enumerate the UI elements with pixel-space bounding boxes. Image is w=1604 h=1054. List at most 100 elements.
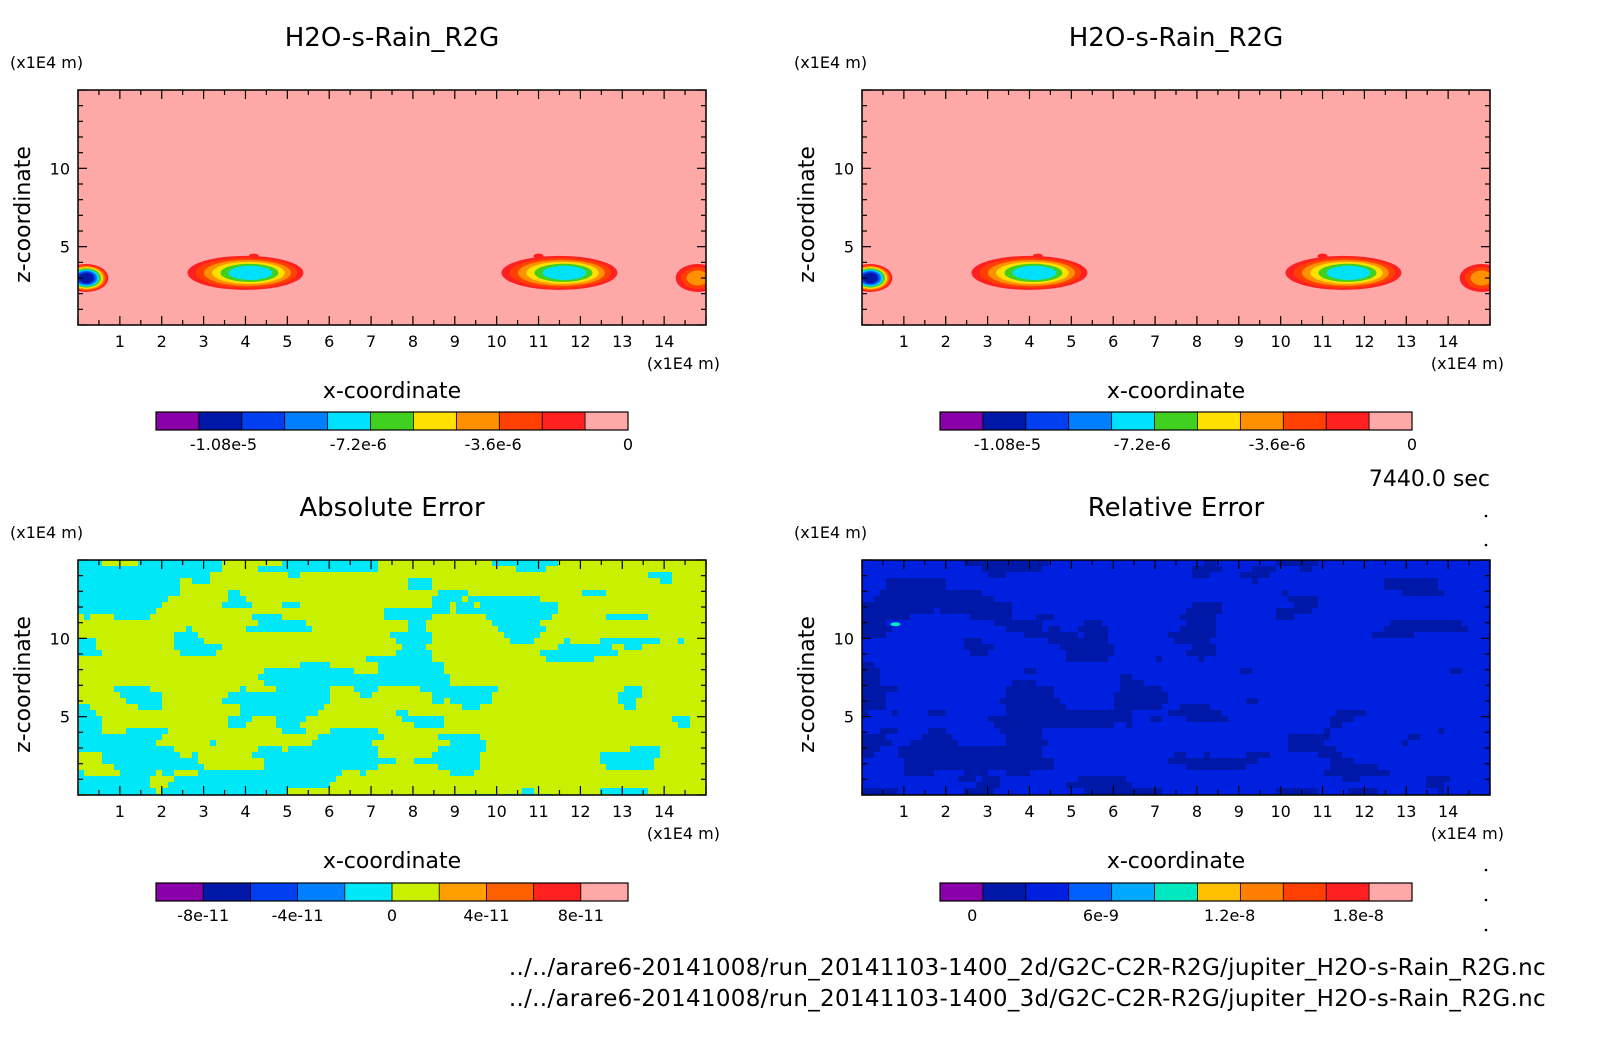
- error-patch: [1186, 620, 1216, 626]
- error-patch: [910, 740, 958, 746]
- error-patch: [1402, 590, 1444, 596]
- error-patch: [1114, 704, 1162, 710]
- error-patch: [1288, 734, 1330, 740]
- error-patch: [660, 578, 672, 584]
- error-patch: [408, 626, 426, 632]
- x-tick-label: 1: [899, 332, 909, 351]
- error-patch: [288, 746, 378, 752]
- error-patch: [1246, 698, 1258, 704]
- x-axis-label: x-coordinate: [323, 379, 461, 404]
- x-tick-label: 14: [654, 332, 674, 351]
- x-tick-label: 4: [240, 802, 250, 821]
- error-patch: [1186, 650, 1216, 656]
- error-patch: [988, 716, 1132, 722]
- x-tick-label: 10: [1270, 332, 1290, 351]
- error-patch: [976, 782, 1000, 788]
- error-patch: [228, 716, 252, 722]
- y-axis-label: z-coordinate: [795, 146, 820, 283]
- error-patch: [1048, 626, 1060, 632]
- error-patch: [492, 620, 540, 626]
- error-patch: [402, 644, 426, 650]
- x-tick-label: 13: [1396, 802, 1416, 821]
- error-patch: [922, 734, 952, 740]
- error-patch: [78, 716, 102, 722]
- y-unit-label: (x1E4 m): [794, 523, 867, 542]
- x-tick-label: 14: [654, 802, 674, 821]
- error-patch: [432, 698, 444, 704]
- error-patch: [1006, 686, 1054, 692]
- error-patch: [456, 602, 474, 608]
- error-patch: [582, 590, 606, 596]
- colorbar-label: 6e-9: [1083, 906, 1119, 925]
- x-unit-label: (x1E4 m): [1431, 824, 1504, 843]
- error-patch: [678, 722, 690, 728]
- error-patch: [1330, 722, 1342, 728]
- x-tick-label: 8: [1192, 802, 1202, 821]
- error-patch: [1114, 698, 1168, 704]
- error-patch: [880, 590, 982, 596]
- error-patch: [1078, 626, 1108, 632]
- error-patch: [252, 752, 378, 758]
- colorbar-segment: [940, 883, 984, 901]
- rain-speck: [1032, 253, 1043, 259]
- error-patch: [546, 656, 594, 662]
- error-patch: [606, 764, 654, 770]
- error-patch: [168, 782, 330, 788]
- error-patch: [78, 644, 96, 650]
- x-tick-label: 9: [450, 802, 460, 821]
- error-patch: [360, 692, 372, 698]
- x-tick-label: 2: [157, 802, 167, 821]
- chart-title: Absolute Error: [299, 493, 485, 523]
- error-patch: [300, 662, 330, 668]
- error-patch: [1174, 638, 1210, 644]
- colorbar-segment: [1197, 883, 1241, 901]
- error-patch: [282, 602, 300, 608]
- error-patch: [1330, 758, 1354, 764]
- error-patch: [1066, 650, 1114, 656]
- error-patch: [1252, 578, 1258, 584]
- error-patch: [1168, 710, 1222, 716]
- x-tick-label: 8: [408, 802, 418, 821]
- error-patch: [1204, 752, 1210, 758]
- marker-dot: [1484, 898, 1488, 902]
- error-patch: [1276, 608, 1312, 614]
- file-path-2d: ../../arare6-20141008/run_20141103-1400_…: [508, 955, 1546, 981]
- error-patch: [982, 776, 1000, 782]
- error-patch: [862, 746, 880, 752]
- error-patch: [862, 608, 934, 614]
- colorbar-label: -1.08e-5: [974, 435, 1041, 454]
- error-patch: [258, 566, 378, 572]
- colorbar-segment: [533, 883, 582, 901]
- y-tick-label: 5: [60, 708, 70, 727]
- y-tick-label: 10: [834, 159, 854, 178]
- error-patch: [1084, 620, 1102, 626]
- x-axis-label: x-coordinate: [1107, 379, 1245, 404]
- rain-feature: [1326, 265, 1371, 280]
- x-tick-label: 11: [1312, 332, 1332, 351]
- error-patch: [180, 650, 216, 656]
- rain-feature: [686, 270, 706, 286]
- error-patch: [312, 740, 372, 746]
- error-patch: [276, 686, 330, 692]
- rain-feature: [863, 272, 878, 284]
- colorbar-label: 4e-11: [463, 906, 509, 925]
- colorbar-segment: [1240, 412, 1284, 430]
- error-patch: [78, 602, 162, 608]
- x-tick-label: 6: [324, 802, 334, 821]
- error-patch: [862, 674, 880, 680]
- contour-field: [862, 560, 1490, 795]
- colorbar-segment: [499, 412, 543, 430]
- colorbar-label: 0: [1407, 435, 1417, 454]
- x-unit-label: (x1E4 m): [647, 824, 720, 843]
- error-patch: [102, 758, 198, 764]
- error-patch: [450, 770, 474, 776]
- error-patch: [192, 578, 210, 584]
- error-patch: [1048, 638, 1108, 644]
- y-tick-label: 10: [834, 629, 854, 648]
- error-patch: [120, 692, 162, 698]
- error-patch: [354, 686, 378, 692]
- error-patch: [186, 626, 192, 632]
- colorbar-segment: [241, 412, 286, 430]
- x-tick-label: 12: [1354, 802, 1374, 821]
- error-patch: [276, 722, 300, 728]
